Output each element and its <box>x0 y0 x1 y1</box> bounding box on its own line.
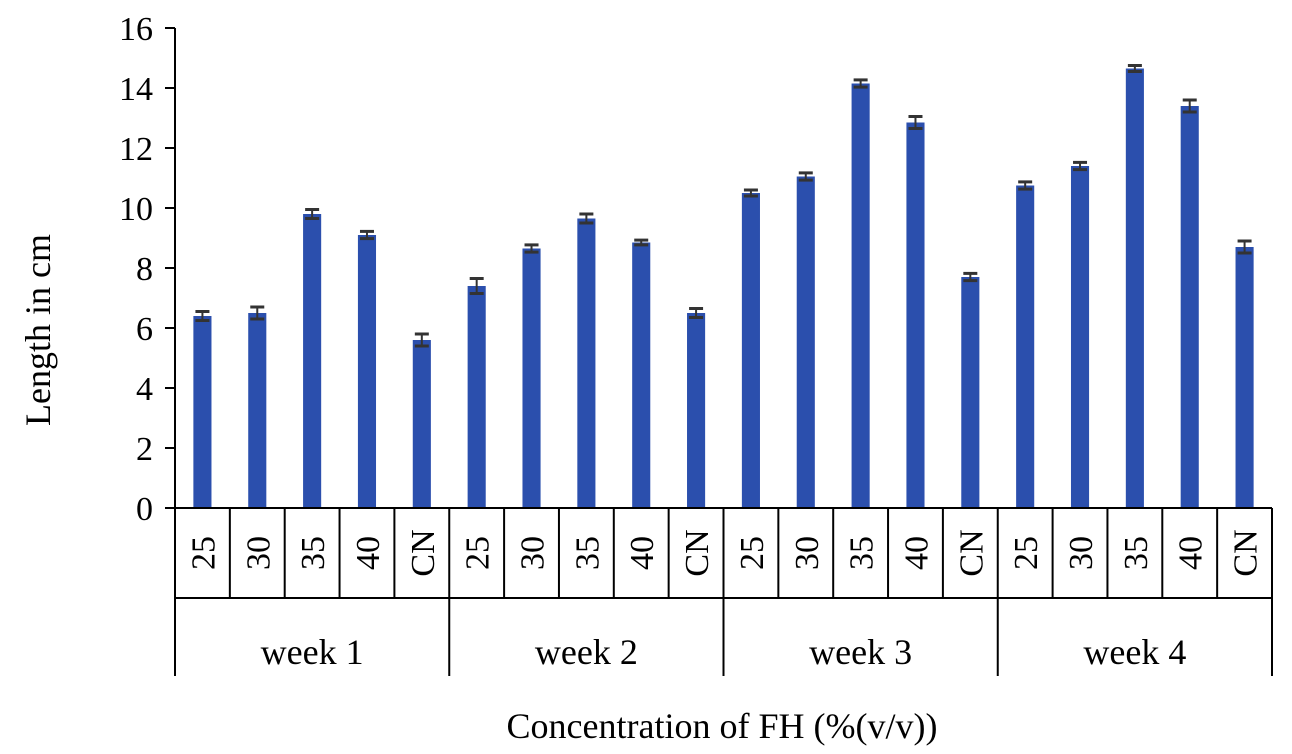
bar <box>906 122 925 508</box>
bar <box>1235 247 1254 508</box>
x-category-label: 25 <box>1008 536 1045 570</box>
bar <box>1016 185 1035 508</box>
x-group-label: week 4 <box>1083 632 1186 672</box>
x-category-label: 35 <box>844 536 881 570</box>
x-category-label: 35 <box>1118 536 1155 570</box>
x-category-label: 25 <box>460 536 497 570</box>
x-group-label: week 3 <box>809 632 912 672</box>
x-group-label: week 2 <box>535 632 638 672</box>
y-tick-label: 0 <box>136 491 153 528</box>
x-category-label: 25 <box>734 536 771 570</box>
y-tick-label: 12 <box>119 131 153 168</box>
bar <box>193 316 212 508</box>
bar <box>1125 68 1144 508</box>
y-axis-title: Length in cm <box>18 234 58 426</box>
x-axis: 25 30 35 40 CN week 1 25 30 35 40 CN week 2 25 30 35 40… <box>174 507 1273 676</box>
y-tick-label: 6 <box>136 311 153 348</box>
x-category-label: 35 <box>295 536 332 570</box>
x-axis-title: Concentration of FH (%(v/v)) <box>507 706 938 746</box>
y-tick-label: 16 <box>119 11 153 48</box>
bar <box>796 176 815 508</box>
bar <box>467 286 486 508</box>
x-category-label: 25 <box>185 536 222 570</box>
x-category-label: 40 <box>898 536 935 570</box>
bar <box>961 277 980 508</box>
x-category-label: 30 <box>240 536 277 570</box>
bars <box>193 64 1254 508</box>
bar <box>741 193 760 508</box>
bar <box>577 218 596 508</box>
bar <box>851 83 870 508</box>
y-tick-label: 4 <box>136 371 153 408</box>
y-axis: 0 2 4 6 8 10 12 14 16 <box>119 11 176 528</box>
y-tick-label: 14 <box>119 71 153 108</box>
bar <box>1180 106 1199 508</box>
x-category-label: 35 <box>569 536 606 570</box>
bar <box>687 313 706 508</box>
bar <box>412 340 431 508</box>
x-category-label: 40 <box>624 536 661 570</box>
x-category-label: 40 <box>350 536 387 570</box>
x-category-label: CN <box>405 529 442 576</box>
bar <box>522 248 541 508</box>
bar <box>357 235 377 508</box>
bar <box>1070 166 1090 508</box>
bar <box>303 214 322 508</box>
y-tick-label: 10 <box>119 191 153 228</box>
bar <box>248 313 267 508</box>
x-category-label: 30 <box>1063 536 1100 570</box>
x-category-label: 30 <box>789 536 826 570</box>
y-tick-label: 2 <box>136 431 153 468</box>
bar <box>632 242 651 508</box>
x-category-label: CN <box>1228 529 1265 576</box>
x-group-label: week 1 <box>261 632 364 672</box>
x-category-label: 30 <box>515 536 552 570</box>
x-category-label: CN <box>953 529 990 576</box>
x-category-label: 40 <box>1173 536 1210 570</box>
y-tick-label: 8 <box>136 251 153 288</box>
x-category-label: CN <box>679 529 716 576</box>
